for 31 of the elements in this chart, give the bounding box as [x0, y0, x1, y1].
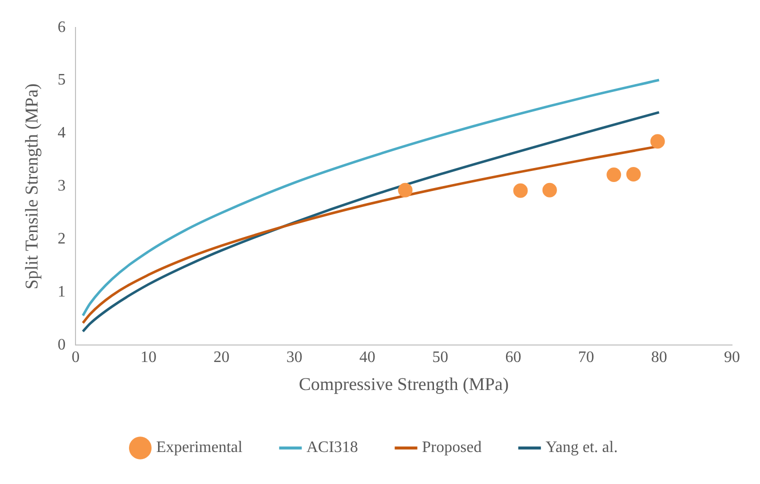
line-series	[82, 111, 660, 333]
y-tick-label: 6	[58, 18, 66, 36]
x-axis-title: Compressive Strength (MPa)	[298, 374, 509, 394]
x-tick-label: 90	[724, 349, 740, 366]
y-axis-title: Split Tensile Strength (MPa)	[22, 83, 42, 290]
point	[606, 168, 622, 182]
point	[542, 182, 557, 198]
x-tick-label: 80	[651, 349, 668, 366]
legend-label: ACI318	[306, 439, 358, 456]
line-series	[82, 78, 660, 317]
y-tick-label: 0	[58, 336, 66, 354]
legend-label: Proposed	[422, 439, 482, 456]
x-tick-label: 50	[432, 349, 448, 366]
x-tick-label: 0	[72, 349, 80, 366]
point	[626, 166, 641, 182]
x-tick-label: 20	[213, 349, 230, 366]
legend-label: Experimental	[156, 439, 244, 456]
x-tick-label: 60	[505, 349, 522, 366]
x-tick-label: 40	[359, 349, 376, 366]
x-tick-label: 70	[578, 349, 594, 366]
y-tick-label: 3	[58, 178, 66, 195]
legend-label: Yang et. al.	[546, 439, 618, 456]
y-tick-label: 2	[58, 230, 66, 248]
y-tick-label: 1	[58, 283, 66, 300]
point	[513, 183, 528, 198]
y-tick-label: 5	[58, 72, 66, 89]
x-tick-label: 30	[286, 349, 302, 366]
y-tick-label: 4	[58, 124, 66, 142]
x-tick-label: 10	[140, 349, 157, 366]
point	[650, 134, 665, 149]
point	[398, 182, 413, 198]
